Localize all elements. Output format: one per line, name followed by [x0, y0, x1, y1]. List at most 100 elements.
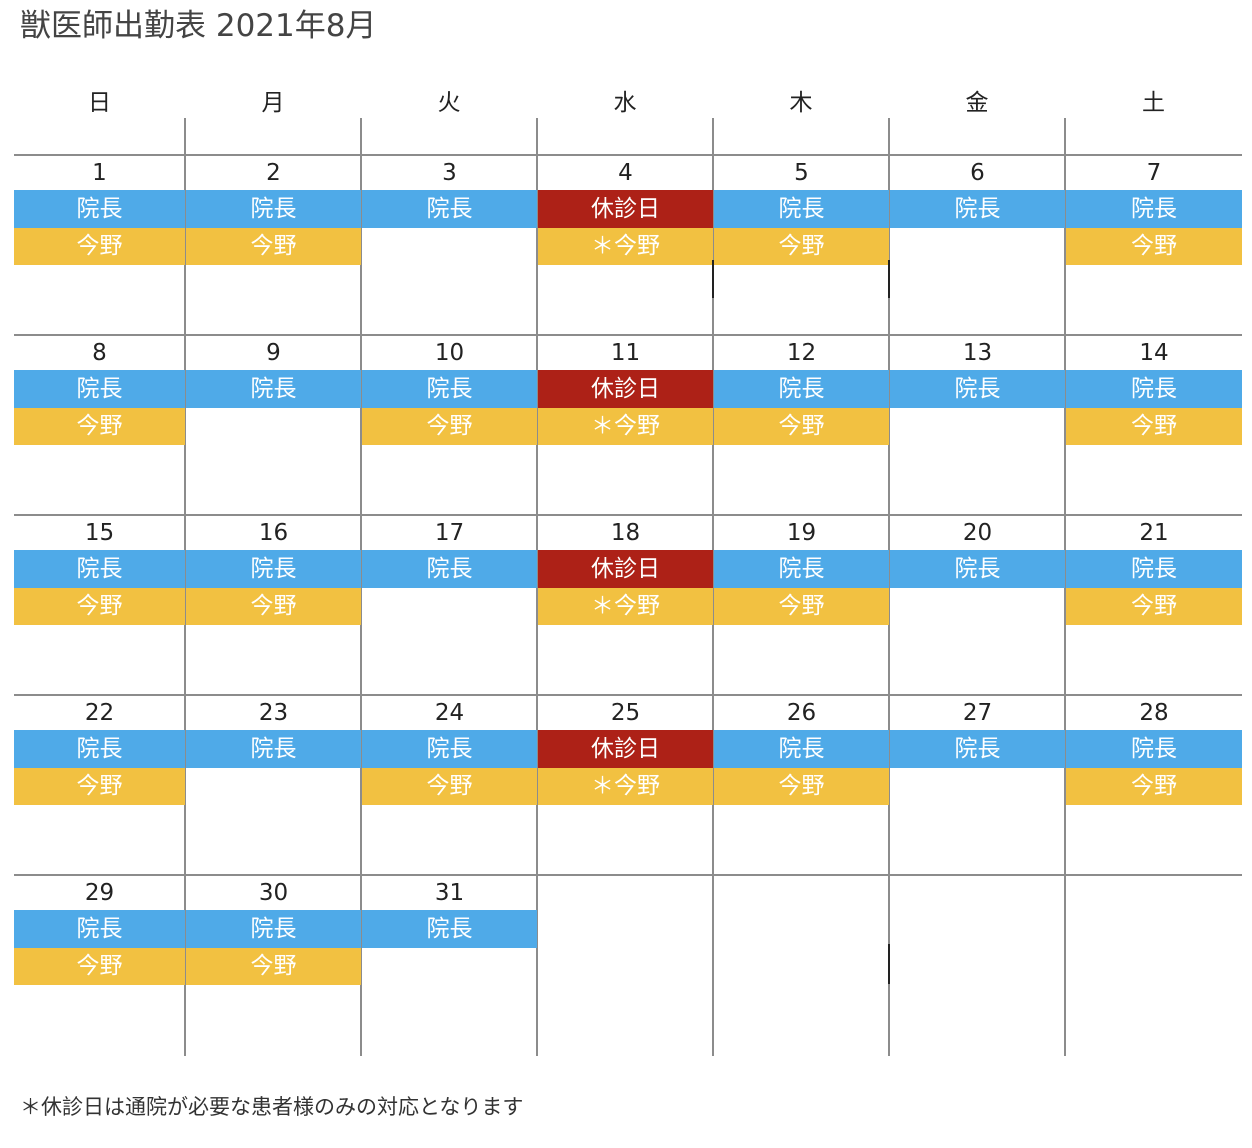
weekday-header: 水 — [613, 90, 637, 116]
day-number: 7 — [1146, 160, 1162, 186]
page-title: 獣医師出勤表 2021年8月 — [20, 8, 377, 44]
director-shift-badge: 院長 — [14, 370, 185, 408]
column-divider — [184, 118, 186, 1056]
day-number: 25 — [610, 700, 641, 726]
director-shift-badge: 院長 — [362, 910, 537, 948]
imano-shift-badge: 今野 — [362, 408, 537, 445]
weekday-header: 火 — [437, 90, 461, 116]
week-divider — [14, 874, 1242, 876]
day-number: 13 — [962, 340, 993, 366]
director-shift-badge: 院長 — [362, 550, 537, 588]
director-shift-badge: 院長 — [714, 190, 889, 228]
weekday-header: 木 — [789, 90, 813, 116]
director-shift-badge: 院長 — [890, 190, 1065, 228]
attendance-calendar: 日月火水木金土 1 院長 今野 2 院長 今野 3 院長 4 休診日 ＊今野 5 院長 今野 6 院長 7 院長 今野… — [14, 82, 1242, 1056]
closed-day-badge: 休診日 — [538, 190, 713, 228]
day-number: 21 — [1139, 520, 1169, 546]
imano-shift-badge: 今野 — [714, 228, 889, 265]
imano-shift-badge: ＊今野 — [538, 408, 713, 445]
director-shift-badge: 院長 — [890, 370, 1065, 408]
director-shift-badge: 院長 — [362, 730, 537, 768]
column-divider — [712, 118, 714, 1056]
cell-edge-marker — [712, 260, 714, 298]
day-number: 27 — [962, 700, 993, 726]
director-shift-badge: 院長 — [186, 730, 361, 768]
director-shift-badge: 院長 — [14, 550, 185, 588]
column-divider — [536, 118, 538, 1056]
director-shift-badge: 院長 — [186, 550, 361, 588]
day-number: 28 — [1139, 700, 1169, 726]
imano-shift-badge: 今野 — [14, 768, 185, 805]
imano-shift-badge: 今野 — [14, 408, 185, 445]
imano-shift-badge: 今野 — [14, 588, 185, 625]
day-number: 23 — [258, 700, 289, 726]
closed-day-badge: 休診日 — [538, 370, 713, 408]
day-number: 9 — [266, 340, 281, 366]
imano-shift-badge: 今野 — [186, 948, 361, 985]
imano-shift-badge: 今野 — [362, 768, 537, 805]
weekday-header: 金 — [965, 90, 989, 116]
imano-shift-badge: ＊今野 — [538, 768, 713, 805]
day-number: 18 — [610, 520, 641, 546]
day-number: 31 — [434, 880, 465, 906]
director-shift-badge: 院長 — [714, 730, 889, 768]
closed-day-badge: 休診日 — [538, 550, 713, 588]
director-shift-badge: 院長 — [890, 730, 1065, 768]
director-shift-badge: 院長 — [1066, 370, 1242, 408]
day-number: 6 — [970, 160, 985, 186]
imano-shift-badge: 今野 — [1066, 408, 1242, 445]
day-number: 10 — [434, 340, 465, 366]
day-number: 22 — [84, 700, 115, 726]
week-divider — [14, 694, 1242, 696]
week-divider — [14, 154, 1242, 156]
director-shift-badge: 院長 — [186, 190, 361, 228]
imano-shift-badge: 今野 — [1066, 228, 1242, 265]
director-shift-badge: 院長 — [186, 910, 361, 948]
director-shift-badge: 院長 — [890, 550, 1065, 588]
day-number — [1066, 876, 1242, 910]
imano-shift-badge: 今野 — [14, 228, 185, 265]
director-shift-badge: 院長 — [186, 370, 361, 408]
imano-shift-badge: 今野 — [714, 768, 889, 805]
cell-edge-marker — [888, 260, 890, 298]
director-shift-badge: 院長 — [362, 370, 537, 408]
weekday-header: 日 — [88, 90, 111, 116]
closed-day-badge: 休診日 — [538, 730, 713, 768]
imano-shift-badge: 今野 — [714, 588, 889, 625]
day-number: 19 — [786, 520, 817, 546]
day-number — [890, 876, 1065, 910]
day-number: 4 — [618, 160, 633, 186]
imano-shift-badge: ＊今野 — [538, 588, 713, 625]
day-number: 16 — [258, 520, 289, 546]
imano-shift-badge: 今野 — [1066, 588, 1242, 625]
day-number: 14 — [1139, 340, 1169, 366]
day-number: 17 — [434, 520, 465, 546]
imano-shift-badge: 今野 — [186, 228, 361, 265]
director-shift-badge: 院長 — [14, 730, 185, 768]
day-number — [538, 876, 713, 910]
week-divider — [14, 514, 1242, 516]
director-shift-badge: 院長 — [14, 910, 185, 948]
day-number: 5 — [794, 160, 809, 186]
imano-shift-badge: 今野 — [14, 948, 185, 985]
imano-shift-badge: ＊今野 — [538, 228, 713, 265]
day-number: 8 — [92, 340, 107, 366]
director-shift-badge: 院長 — [1066, 730, 1242, 768]
day-number — [714, 876, 889, 910]
director-shift-badge: 院長 — [362, 190, 537, 228]
column-divider — [1064, 118, 1066, 1056]
footnote: ＊休診日は通院が必要な患者様のみの対応となります — [20, 1095, 524, 1119]
day-number: 20 — [962, 520, 993, 546]
day-number: 12 — [786, 340, 817, 366]
director-shift-badge: 院長 — [1066, 190, 1242, 228]
day-number: 15 — [84, 520, 115, 546]
day-number: 1 — [92, 160, 107, 186]
cell-edge-marker — [888, 944, 890, 984]
day-number: 26 — [786, 700, 817, 726]
column-divider — [360, 118, 362, 1056]
day-number: 24 — [434, 700, 465, 726]
day-number: 2 — [266, 160, 281, 186]
director-shift-badge: 院長 — [714, 550, 889, 588]
day-number: 29 — [84, 880, 115, 906]
imano-shift-badge: 今野 — [714, 408, 889, 445]
